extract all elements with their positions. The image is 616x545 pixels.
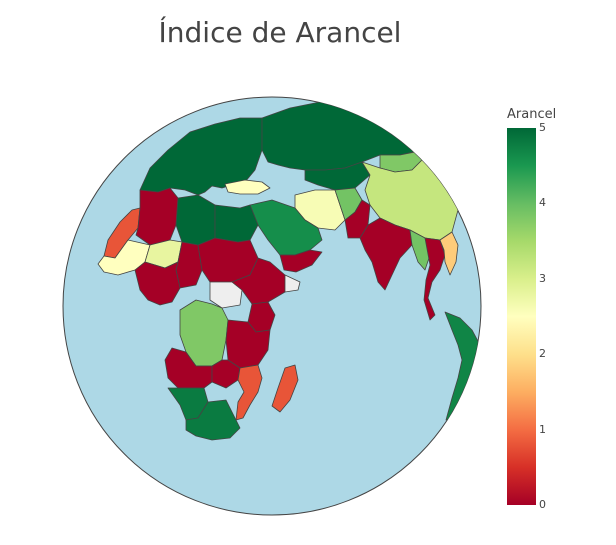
country-turkey[interactable] bbox=[224, 179, 271, 195]
country-egypt[interactable] bbox=[214, 204, 259, 243]
country-saudi-arabia[interactable] bbox=[249, 199, 323, 256]
country-algeria[interactable] bbox=[135, 187, 179, 246]
country-india[interactable] bbox=[359, 217, 413, 291]
colorbar bbox=[507, 128, 536, 505]
map-title: Índice de Arancel bbox=[158, 16, 402, 49]
country-vietnam[interactable] bbox=[439, 231, 459, 276]
country-mozambique[interactable] bbox=[235, 364, 263, 421]
country-pakistan[interactable] bbox=[344, 199, 371, 239]
colorbar-tick: 5 bbox=[539, 121, 546, 134]
country-nigeria[interactable] bbox=[134, 261, 181, 306]
country-somalia[interactable] bbox=[284, 274, 301, 293]
colorbar-title: Arancel bbox=[507, 107, 557, 122]
country-ethiopia[interactable] bbox=[231, 257, 286, 305]
country-libya[interactable] bbox=[175, 194, 216, 246]
colorbar-tick: 0 bbox=[539, 498, 546, 511]
colorbar-tick: 4 bbox=[539, 196, 546, 210]
colorbar-tick: 2 bbox=[539, 347, 546, 361]
country-madagascar[interactable] bbox=[271, 364, 299, 413]
colorbar-tick: 1 bbox=[539, 422, 546, 436]
country-south-africa[interactable] bbox=[185, 399, 241, 441]
country-kazakhstan[interactable] bbox=[304, 161, 371, 191]
country-yemen[interactable] bbox=[279, 249, 323, 273]
country-angola[interactable] bbox=[164, 347, 213, 389]
country-dr-congo[interactable] bbox=[179, 299, 229, 367]
colorbar-tick: 3 bbox=[539, 271, 546, 285]
